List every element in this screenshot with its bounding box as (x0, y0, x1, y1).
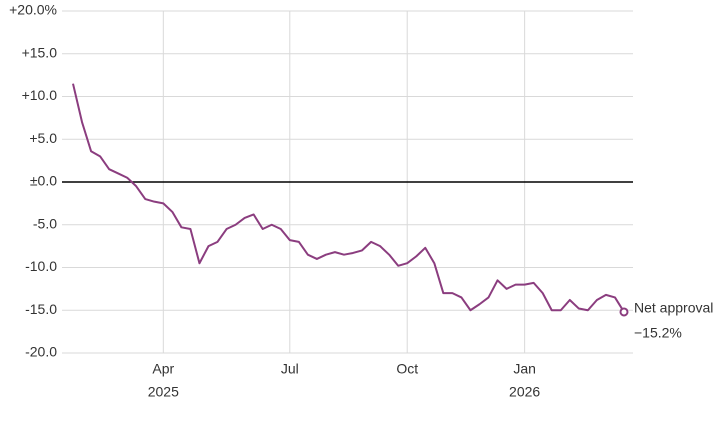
end-marker (619, 307, 629, 317)
x-tick-label: Jan (513, 361, 536, 377)
y-tick-label: -5.0 (33, 215, 57, 231)
y-tick-label: +20.0% (9, 2, 57, 18)
x-year-label: 2026 (509, 384, 540, 400)
line (72, 83, 625, 313)
y-tick-label: +10.0 (22, 87, 58, 103)
x-tick-label: Jul (281, 361, 299, 377)
x-tick-label: Apr (152, 361, 174, 377)
y-tick-label: ±0.0 (30, 173, 57, 189)
y-tick-label: -10.0 (25, 258, 57, 274)
y-tick-label: +5.0 (29, 130, 57, 146)
series-label: Net approval (634, 300, 713, 316)
y-tick-label: -20.0 (25, 344, 57, 360)
y-tick-label: +15.0 (22, 44, 58, 60)
value-label: −15.2% (634, 325, 682, 341)
x-tick-label: Oct (396, 361, 418, 377)
y-tick-label: -15.0 (25, 301, 57, 317)
x-year-label: 2025 (148, 384, 179, 400)
